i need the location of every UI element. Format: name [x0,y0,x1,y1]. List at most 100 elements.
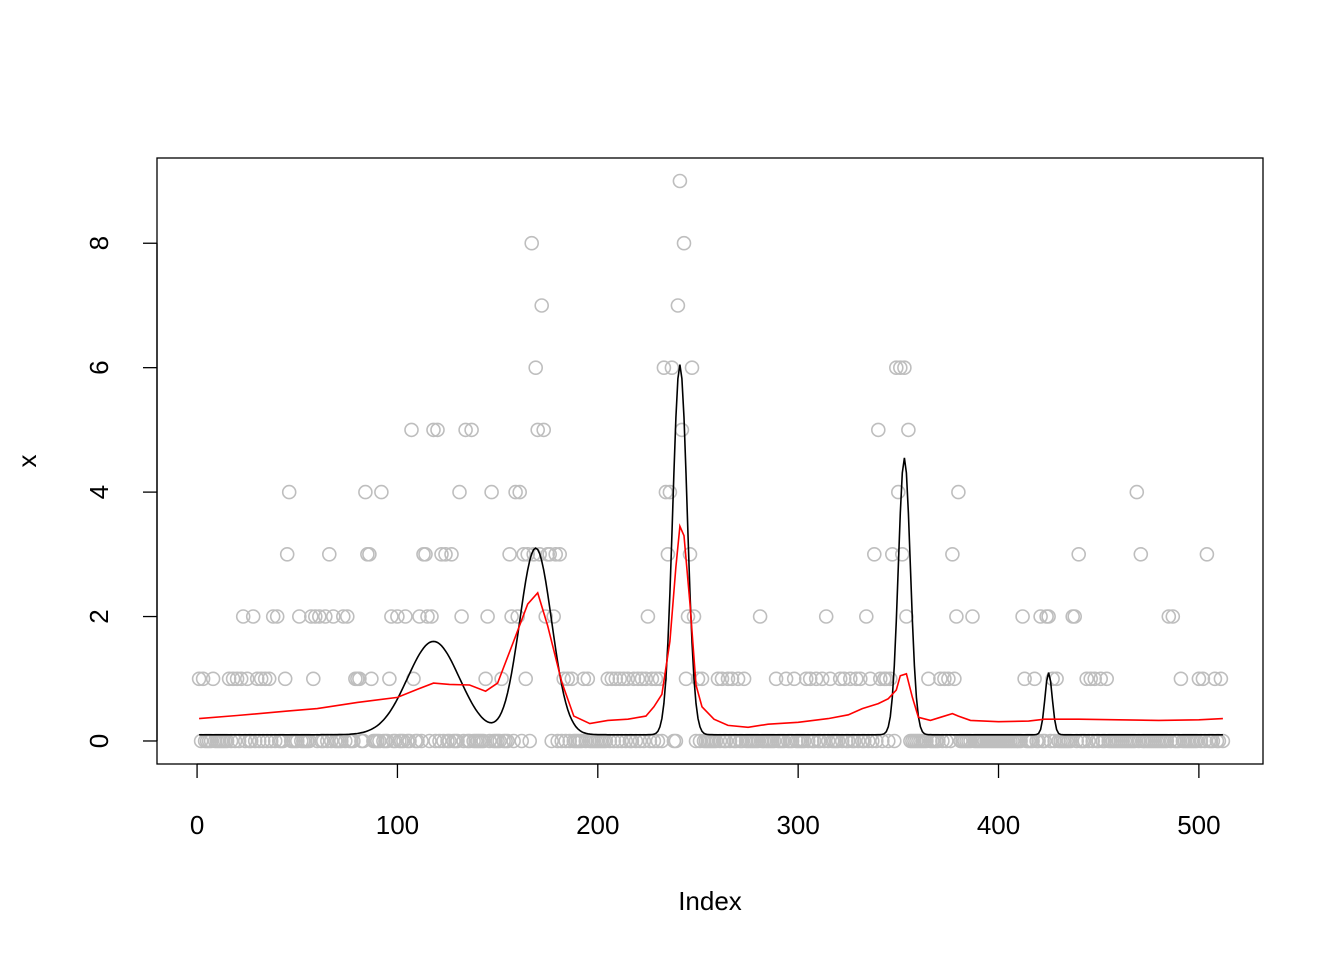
data-point [1033,609,1048,624]
data-point [778,671,794,687]
data-point [680,609,696,624]
data-point [530,422,546,438]
data-point [1037,733,1052,749]
data-point [414,733,429,749]
data-point [890,484,906,500]
data-point [239,671,255,687]
data-point [600,671,616,687]
data-point [235,609,251,624]
x-tick-label: 100 [376,810,419,840]
data-point [654,733,670,749]
data-point [253,671,269,687]
data-point [634,671,650,687]
data-point [1071,546,1086,562]
data-point [880,733,896,749]
data-point [358,484,373,500]
data-point [524,235,540,251]
data-point [1087,671,1102,687]
data-point [454,609,469,624]
data-point [688,733,704,749]
data-point [317,609,333,624]
data-point [1195,671,1211,687]
data-point [452,484,467,500]
x-tick-label: 300 [776,810,819,840]
data-point [564,671,580,687]
data-point [279,546,295,562]
data-point [221,671,237,687]
data-point [396,733,411,749]
data-point [852,671,868,687]
data-point [822,671,838,687]
data-point [522,733,538,749]
data-point [670,298,686,313]
data-point [418,546,433,562]
data-point [534,298,550,313]
data-point [450,733,465,749]
data-point [836,671,852,687]
data-point [384,609,399,624]
data-point [862,671,878,687]
data-point [1079,671,1094,687]
data-point [616,671,632,687]
data-point [514,733,530,749]
x-tick-label: 200 [576,810,619,840]
data-point [1043,733,1058,749]
data-point [752,609,768,624]
data-point [814,671,830,687]
data-point [710,671,726,687]
data-point [724,671,740,687]
data-point [305,671,321,687]
data-point [886,733,902,749]
data-point [872,671,888,687]
data-point [949,609,964,624]
data-point [1173,671,1189,687]
data-point [438,546,453,562]
data-point [462,733,477,749]
data-point [672,173,688,189]
data-point [901,422,916,438]
data-point [550,733,566,749]
data-point [412,609,427,624]
data-point [364,671,379,687]
data-point [554,733,570,749]
data-point [620,671,636,687]
data-point [536,422,552,438]
data-point [1199,546,1215,562]
data-point [432,733,447,749]
data-point [325,609,341,624]
data-point [510,609,526,624]
data-point [528,360,544,376]
data-point [730,671,746,687]
data-point [516,546,532,562]
data-point [1015,609,1030,624]
data-point [576,671,592,687]
data-point [424,609,439,624]
data-point [548,546,564,562]
data-point [848,671,864,687]
red-curve [199,523,1223,729]
data-point [321,546,337,562]
data-point [1067,609,1082,624]
x-tick-label: 500 [1177,810,1220,840]
data-point [402,733,417,749]
data-point [648,671,664,687]
data-point [676,235,692,251]
data-point [1129,484,1145,500]
data-point [520,546,536,562]
data-point [410,733,425,749]
data-point [335,609,351,624]
data-point [388,733,403,749]
data-point [307,609,323,624]
data-point [668,733,684,749]
data-point [921,671,936,687]
x-axis-label: Index [678,886,742,916]
data-point [690,671,706,687]
data-point [352,671,367,687]
data-point [265,609,281,624]
data-point [390,609,405,624]
data-point [1165,609,1181,624]
data-point [858,609,874,624]
data-point [546,609,562,624]
data-point [434,546,449,562]
